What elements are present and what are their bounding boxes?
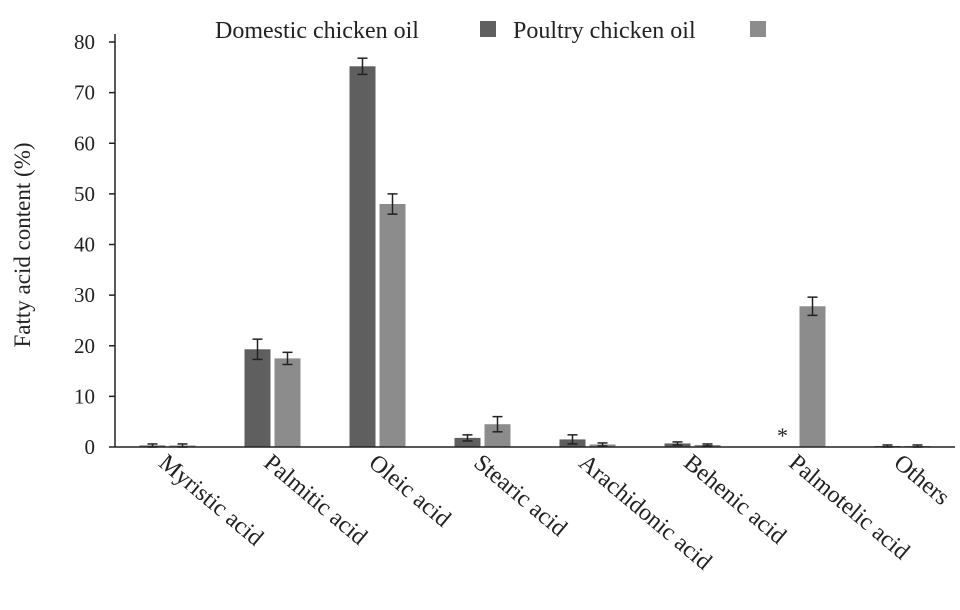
plot-marks: * — [139, 57, 931, 448]
y-tick-label: 80 — [74, 30, 95, 54]
bar — [349, 66, 376, 448]
bar — [799, 306, 826, 447]
x-tick-label: Myristic acid — [154, 450, 268, 552]
y-tick-label: 50 — [74, 182, 95, 206]
y-tick-label: 70 — [74, 81, 95, 105]
x-tick-label: Palmitic acid — [259, 450, 372, 551]
x-tick-label: Others — [889, 450, 955, 511]
legend-label: Poultry chicken oil — [513, 18, 696, 44]
bar — [379, 204, 406, 447]
y-tick-label: 40 — [74, 233, 95, 257]
y-tick-label: 0 — [85, 435, 96, 459]
bar — [454, 437, 481, 447]
y-tick-label: 10 — [74, 384, 95, 408]
x-tick-label: Oleic acid — [364, 450, 456, 533]
y-tick-label: 60 — [74, 131, 95, 155]
x-tick-label: Stearic acid — [469, 450, 572, 542]
y-tick-label: 20 — [74, 334, 95, 358]
y-axis: 0 10 20 30 40 50 60 70 80 — [74, 30, 116, 459]
legend-swatch — [750, 21, 766, 37]
legend-label: Domestic chicken oil — [215, 18, 419, 44]
x-tick-label: Behenic acid — [679, 450, 791, 550]
legend-swatch — [480, 21, 496, 37]
y-axis-label: Fatty acid content (%) — [10, 142, 35, 347]
bar — [274, 358, 301, 447]
bar — [244, 349, 271, 447]
annotation-asterisk: * — [777, 423, 788, 448]
y-tick-label: 30 — [74, 283, 95, 307]
legend: Domestic chicken oil Poultry chicken oil — [215, 18, 766, 44]
bar — [484, 424, 511, 447]
